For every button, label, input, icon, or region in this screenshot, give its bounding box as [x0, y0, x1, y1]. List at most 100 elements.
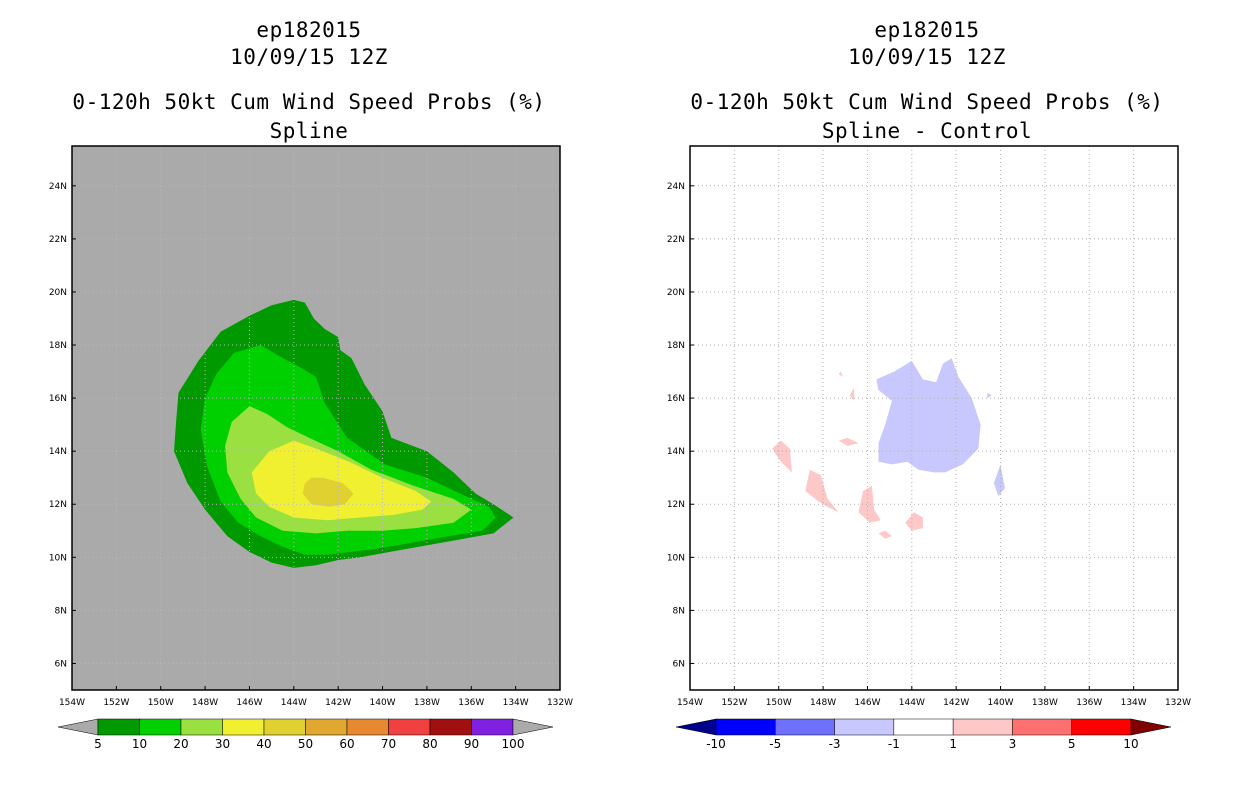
right-chart-svg: 154W 152W 150W 148W 146W 144W 142W 140W 138W 136W… [667, 145, 1191, 751]
left-colorbar-swatch [139, 718, 182, 736]
right-colorbar-under-arrow [675, 718, 717, 736]
right-x-tick-label: 134W [1121, 698, 1147, 708]
right-colorbar-label: 5 [1068, 737, 1076, 751]
right-contour-neg1-1 [993, 464, 1005, 497]
left-y-tick-label: 14N [49, 447, 67, 457]
right-y-tick-label: 12N [667, 500, 685, 510]
right-x-tick-label: 138W [1032, 698, 1058, 708]
right-colorbar-over-arrow [1130, 718, 1172, 736]
left-colorbar-label: 50 [298, 737, 313, 751]
right-contour-1-10 [849, 387, 855, 401]
left-y-tick-label: 8N [55, 606, 67, 616]
right-contour-1-3 [772, 440, 792, 473]
right-x-tick-label: 146W [854, 698, 880, 708]
right-colorbar-label: -1 [888, 737, 900, 751]
left-colorbar-over-arrow [512, 718, 554, 736]
left-contour-group [174, 299, 514, 568]
left-colorbar-label: 100 [502, 737, 525, 751]
right-contour-1-7 [905, 512, 923, 531]
right-colorbar-swatch [1012, 718, 1072, 736]
right-y-tick-label: 6N [673, 659, 685, 669]
right-colorbar-label: 1 [949, 737, 957, 751]
right-contour-neg1-0 [876, 358, 981, 473]
left-y-tick-label: 6N [55, 659, 67, 669]
right-x-tick-label: 136W [1076, 698, 1102, 708]
right-colorbar-swatch [834, 718, 895, 736]
right-colorbar-swatch [1071, 718, 1132, 736]
right-colorbar-swatch [775, 718, 835, 736]
left-x-tick-label: 154W [59, 698, 85, 708]
left-x-tick-label: 148W [192, 698, 218, 708]
left-colorbar-swatch [388, 718, 431, 736]
right-contour-1-4 [805, 469, 839, 513]
left-colorbar-label: 80 [422, 737, 437, 751]
left-chart-panel: ep182015 10/09/15 12Z 0-120h 50kt Cum Wi… [49, 18, 573, 751]
right-contour-group [772, 358, 1005, 539]
right-y-tick-label: 8N [673, 606, 685, 616]
left-contour-40-4 [302, 477, 354, 507]
left-colorbar-swatch [305, 718, 348, 736]
left-colorbar-label: 90 [464, 737, 479, 751]
right-y-tick-label: 20N [667, 288, 685, 298]
left-colorbar-label: 40 [256, 737, 271, 751]
right-colorbar-swatch [715, 718, 776, 736]
left-x-tick-label: 150W [148, 698, 174, 708]
right-chart-title: 0-120h 50kt Cum Wind Speed Probs (%) [690, 90, 1164, 114]
right-x-tick-label: 140W [988, 698, 1014, 708]
right-chart-panel: ep182015 10/09/15 12Z 0-120h 50kt Cum Wi… [618, 0, 1236, 800]
left-x-tick-label: 146W [236, 698, 262, 708]
right-y-tick-label: 18N [667, 341, 685, 351]
right-x-tick-label: 132W [1165, 698, 1191, 708]
right-colorbar-swatch [893, 718, 954, 736]
right-contour-1-8 [878, 530, 892, 539]
left-y-tick-label: 16N [49, 394, 67, 404]
right-x-tick-label: 142W [943, 698, 969, 708]
left-chart-title: 0-120h 50kt Cum Wind Speed Probs (%) [72, 90, 546, 114]
left-contour-30-3 [251, 440, 432, 521]
left-x-tick-label: 142W [325, 698, 351, 708]
right-date: 10/09/15 12Z [848, 45, 1006, 69]
left-colorbar-label: 20 [173, 737, 188, 751]
right-contour-1-5 [838, 437, 859, 446]
right-chart-subtitle: Spline - Control [821, 119, 1033, 143]
left-x-tick-label: 136W [458, 698, 484, 708]
right-colorbar-label: 3 [1009, 737, 1017, 751]
left-y-tick-label: 22N [49, 235, 67, 245]
left-colorbar-swatch [263, 718, 306, 736]
left-colorbar-under-arrow [57, 718, 99, 736]
right-x-tick-label: 148W [810, 698, 836, 708]
left-y-tick-label: 10N [49, 553, 67, 563]
right-contour-1-6 [858, 485, 881, 523]
left-colorbar-swatch [180, 718, 223, 736]
left-plot-frame [71, 145, 561, 691]
right-colorbar-label: -3 [829, 737, 841, 751]
left-y-tick-label: 18N [49, 341, 67, 351]
right-contour-neg1-2 [987, 392, 992, 399]
left-x-tick-label: 152W [103, 698, 129, 708]
right-colorbar-label: -10 [706, 737, 726, 751]
left-y-tick-label: 24N [49, 182, 67, 192]
right-colorbar-label: -5 [769, 737, 781, 751]
left-x-tick-label: 140W [370, 698, 396, 708]
right-x-tick-label: 144W [899, 698, 925, 708]
left-colorbar-label: 60 [339, 737, 354, 751]
right-x-tick-label: 154W [677, 698, 703, 708]
left-date: 10/09/15 12Z [230, 45, 388, 69]
left-x-tick-label: 144W [281, 698, 307, 708]
left-colorbar-label: 10 [132, 737, 147, 751]
right-colorbar-label: 10 [1123, 737, 1138, 751]
right-plot-frame [689, 145, 1179, 691]
left-colorbar-label: 70 [381, 737, 396, 751]
left-x-tick-label: 134W [503, 698, 529, 708]
left-colorbar-swatch [222, 718, 265, 736]
right-colorbar-swatch [952, 718, 1013, 736]
right-x-tick-label: 152W [721, 698, 747, 708]
left-colorbar-label: 5 [94, 737, 102, 751]
right-y-tick-label: 14N [667, 447, 685, 457]
right-y-tick-label: 24N [667, 182, 685, 192]
left-chart-subtitle: Spline [269, 119, 349, 143]
left-colorbar-label: 30 [215, 737, 230, 751]
left-colorbar-swatch [346, 718, 389, 736]
right-contour-1-9 [838, 371, 844, 377]
right-y-tick-label: 16N [667, 394, 685, 404]
